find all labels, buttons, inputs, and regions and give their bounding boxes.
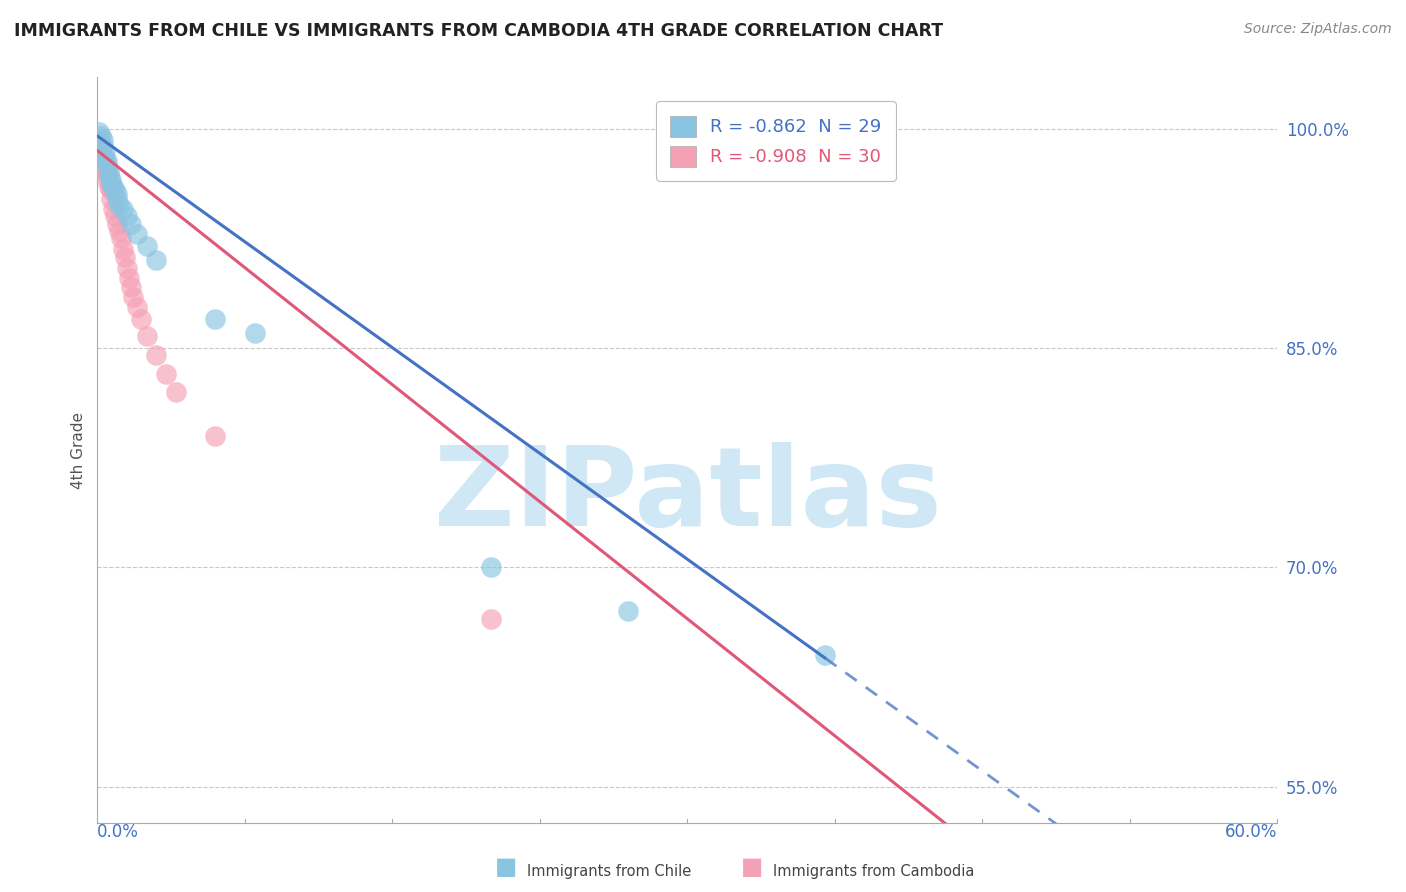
- Point: [94, 151, 117, 165]
- Point: [479, 611, 502, 625]
- Text: IMMIGRANTS FROM CHILE VS IMMIGRANTS FROM CAMBODIA 4TH GRADE CORRELATION CHART: IMMIGRANTS FROM CHILE VS IMMIGRANTS FROM…: [14, 22, 943, 40]
- Point: [91, 151, 114, 165]
- Point: [98, 169, 121, 183]
- Point: [90, 136, 112, 151]
- Point: [204, 429, 226, 443]
- Point: [96, 153, 118, 168]
- Point: [145, 348, 167, 362]
- Point: [135, 329, 157, 343]
- Text: Source: ZipAtlas.com: Source: ZipAtlas.com: [1244, 22, 1392, 37]
- Point: [108, 224, 131, 238]
- Point: [108, 197, 131, 211]
- Point: [118, 270, 141, 285]
- Point: [89, 133, 111, 147]
- Y-axis label: 4th Grade: 4th Grade: [72, 412, 86, 489]
- Point: [105, 192, 128, 206]
- Point: [100, 178, 122, 192]
- Legend: R = -0.862  N = 29, R = -0.908  N = 30: R = -0.862 N = 29, R = -0.908 N = 30: [657, 102, 896, 181]
- Point: [114, 250, 136, 264]
- Text: 60.0%: 60.0%: [1225, 823, 1278, 841]
- Point: [98, 180, 121, 194]
- Point: [111, 202, 134, 216]
- Point: [243, 326, 266, 341]
- Point: [104, 183, 127, 197]
- Point: [204, 311, 226, 326]
- Point: [91, 139, 114, 153]
- Point: [96, 173, 118, 187]
- Point: [115, 260, 138, 275]
- Text: ZIPatlas: ZIPatlas: [433, 442, 941, 549]
- Point: [96, 158, 118, 172]
- Point: [129, 311, 152, 326]
- Point: [89, 124, 111, 138]
- Point: [145, 253, 167, 268]
- Point: [100, 183, 122, 197]
- Point: [165, 384, 187, 399]
- Point: [121, 290, 143, 304]
- Point: [90, 128, 112, 143]
- Point: [98, 165, 121, 179]
- Point: [91, 133, 114, 147]
- Point: [94, 162, 117, 177]
- Point: [111, 242, 134, 256]
- Text: ■: ■: [495, 855, 517, 879]
- Point: [617, 604, 640, 618]
- Point: [101, 180, 124, 194]
- Point: [100, 173, 122, 187]
- Point: [814, 648, 837, 662]
- Point: [105, 187, 128, 202]
- Point: [155, 368, 177, 382]
- Text: 0.0%: 0.0%: [97, 823, 139, 841]
- Text: Immigrants from Cambodia: Immigrants from Cambodia: [773, 863, 974, 879]
- Point: [104, 210, 127, 224]
- Point: [479, 560, 502, 574]
- Point: [91, 158, 114, 172]
- Point: [94, 144, 117, 158]
- Point: [100, 192, 122, 206]
- Text: Immigrants from Chile: Immigrants from Chile: [527, 863, 692, 879]
- Point: [115, 210, 138, 224]
- Point: [96, 169, 118, 183]
- Point: [135, 238, 157, 252]
- Point: [105, 217, 128, 231]
- Point: [101, 202, 124, 216]
- Point: [125, 227, 148, 241]
- Point: [120, 279, 142, 293]
- Point: [90, 144, 112, 158]
- Point: [125, 300, 148, 314]
- Point: [110, 231, 132, 245]
- Point: [120, 217, 142, 231]
- Text: ■: ■: [741, 855, 763, 879]
